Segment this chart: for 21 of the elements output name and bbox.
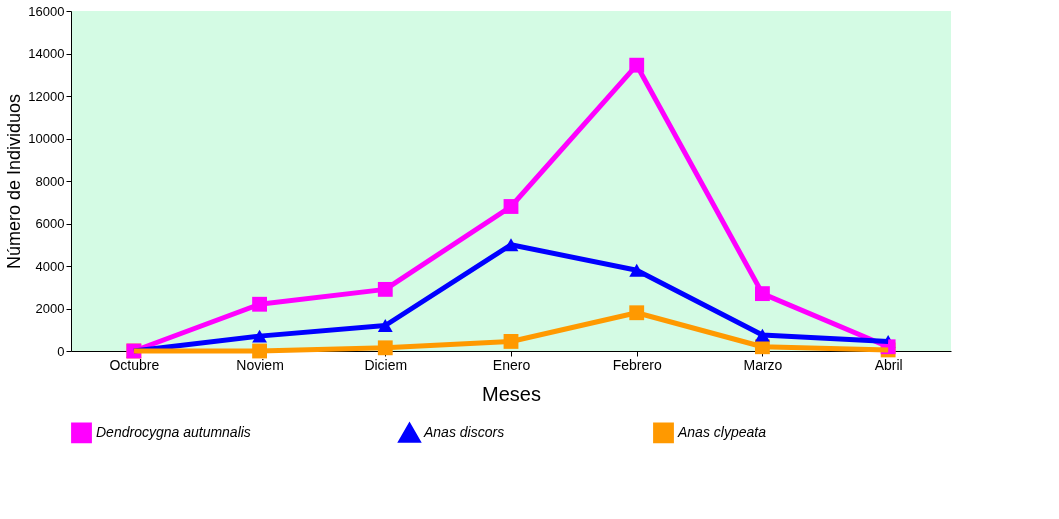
x-tick-label: Abril bbox=[874, 356, 903, 373]
legend-label: Anas discors bbox=[423, 424, 505, 441]
legend-label: Anas clypeata bbox=[677, 423, 767, 440]
y-tick-label: 10000 bbox=[28, 131, 65, 146]
legend-label: Dendrocygna autumnalis bbox=[96, 423, 251, 440]
x-tick-label: Marzo bbox=[743, 356, 783, 373]
x-tick-label: Octubre bbox=[109, 356, 160, 373]
x-tick-label: Diciem bbox=[364, 356, 408, 373]
x-axis-title: Meses bbox=[482, 382, 541, 405]
y-tick-label: 2000 bbox=[35, 301, 65, 316]
y-axis-title: Número de Individuos bbox=[4, 93, 25, 270]
y-tick-label: 8000 bbox=[35, 173, 65, 189]
y-tick-label: 4000 bbox=[35, 258, 65, 274]
y-tick-label: 0 bbox=[57, 343, 65, 359]
x-tick-label: Enero bbox=[492, 356, 531, 373]
x-tick-label: Febrero bbox=[612, 356, 662, 373]
y-tick-label: 16000 bbox=[28, 3, 65, 19]
y-tick-label: 12000 bbox=[28, 88, 65, 104]
y-tick-label: 6000 bbox=[35, 216, 65, 231]
y-tick-label: 14000 bbox=[28, 46, 65, 61]
x-tick-label: Noviem bbox=[236, 356, 284, 373]
